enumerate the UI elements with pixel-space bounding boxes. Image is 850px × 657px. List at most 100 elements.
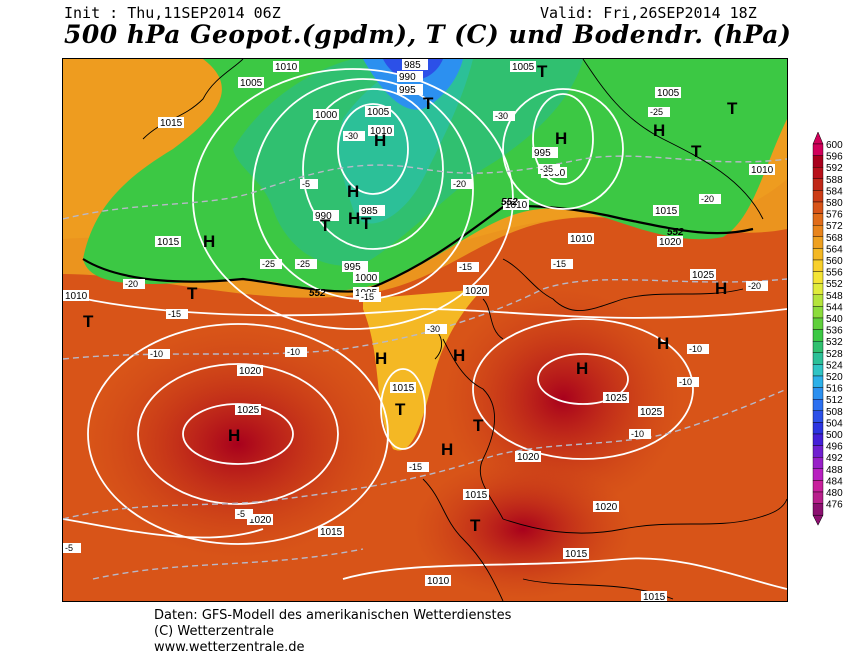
pressure-centers: H H H H H H H H H H H H H T T T T T T T … [83, 62, 738, 535]
scale-swatch [812, 201, 824, 214]
low-center: T [187, 284, 198, 303]
isobar-label: 1015 [392, 383, 415, 394]
scale-label: 564 [826, 244, 843, 255]
isobar-label: 985 [361, 206, 378, 217]
low-center: T [470, 516, 481, 535]
scale-label: 592 [826, 163, 843, 174]
isotherm-label: -5 [237, 509, 245, 519]
credit-website[interactable]: www.wetterzentrale.de [154, 640, 305, 655]
isotherm-label: -15 [553, 259, 566, 269]
high-center: H [348, 209, 360, 228]
isobar-label: 1025 [640, 407, 663, 418]
isobar-label: 1025 [605, 393, 628, 404]
valid-time: Valid: Fri,26SEP2014 18Z [540, 4, 757, 22]
isotherm-label: -25 [262, 259, 275, 269]
isotherm-label: -35 [540, 164, 553, 174]
low-center: T [361, 214, 372, 233]
low-center: T [473, 416, 484, 435]
isotherm-label: -25 [650, 107, 663, 117]
low-center: T [83, 312, 94, 331]
isobar-label: 1025 [692, 270, 715, 281]
contour-label: 552 [309, 288, 326, 299]
scale-swatch [812, 167, 824, 180]
contour-label: 552 [667, 227, 684, 238]
scale-swatch [812, 306, 824, 319]
scale-swatch [812, 143, 824, 156]
isobar-label: 1015 [465, 490, 488, 501]
scale-swatch [812, 340, 824, 353]
scale-swatch [812, 364, 824, 377]
scale-swatch [812, 236, 824, 249]
scale-swatch [812, 259, 824, 272]
scale-swatch [812, 271, 824, 284]
isobar-label: 1020 [249, 515, 272, 526]
scale-swatch [812, 491, 824, 504]
scale-swatch [812, 433, 824, 446]
isotherm-label: -20 [748, 281, 761, 291]
low-center: T [320, 216, 331, 235]
scale-label: 580 [826, 198, 843, 209]
low-center: T [691, 142, 702, 161]
scale-label: 480 [826, 488, 843, 499]
scale-label: 516 [826, 384, 843, 395]
scale-label: 540 [826, 314, 843, 325]
isotherm-label: -30 [427, 324, 440, 334]
isotherm-label: -10 [631, 429, 644, 439]
low-center: T [537, 62, 548, 81]
contour-552-labels: 552 552 552 [309, 197, 684, 299]
scale-swatch [812, 190, 824, 203]
isobar-label: 1015 [655, 206, 678, 217]
scale-label: 500 [826, 430, 843, 441]
isobar-label: 1005 [657, 88, 680, 99]
isobar-label: 1015 [160, 118, 183, 129]
scale-label: 544 [826, 302, 843, 313]
high-center: H [347, 182, 359, 201]
isotherm-label: -15 [409, 462, 422, 472]
scale-label: 572 [826, 221, 843, 232]
high-center: H [653, 121, 665, 140]
high-center: H [453, 346, 465, 365]
scale-label: 600 [826, 140, 843, 151]
scale-swatch [812, 422, 824, 435]
scale-swatch [812, 468, 824, 481]
scale-label: 556 [826, 268, 843, 279]
hot-core-atlantic [88, 329, 388, 559]
color-scale: 6005965925885845805765725685645605565525… [812, 132, 843, 526]
scale-swatch [812, 503, 824, 516]
isotherm-label: -25 [297, 259, 310, 269]
pressure-labels: 1010 1005 1015 985 990 995 1000 1005 101… [63, 59, 775, 602]
isotherm-label: -10 [679, 377, 692, 387]
high-center: H [555, 129, 567, 148]
scale-swatch [812, 213, 824, 226]
isobar-label: 1015 [643, 592, 666, 602]
isobar-label: 1020 [239, 366, 262, 377]
isotherm-label: -10 [287, 347, 300, 357]
contour-label: 552 [501, 197, 518, 208]
low-center: T [727, 99, 738, 118]
scale-arrow-top [812, 132, 824, 145]
temperature-labels: -5 -10 -15 -20 -25 -30 -35 -30 -25 -20 -… [63, 107, 768, 553]
scale-swatch [812, 399, 824, 412]
isobar-label: 1015 [565, 549, 588, 560]
scale-swatch [812, 387, 824, 400]
isotherm-label: -20 [701, 194, 714, 204]
isobar-label: 995 [399, 85, 416, 96]
high-center: H [441, 440, 453, 459]
scale-swatch [812, 248, 824, 261]
isotherm-label: -15 [168, 309, 181, 319]
scale-label: 528 [826, 349, 843, 360]
isobar-label: 990 [399, 72, 416, 83]
isobar-label: 1025 [237, 405, 260, 416]
isobar-label: 1015 [157, 237, 180, 248]
scale-swatch [812, 352, 824, 365]
scale-label: 484 [826, 476, 843, 487]
scale-swatch [812, 294, 824, 307]
scale-label: 492 [826, 453, 843, 464]
scale-swatch [812, 155, 824, 168]
scale-label: 584 [826, 186, 843, 197]
isobar-label: 995 [534, 148, 551, 159]
scale-label: 508 [826, 407, 843, 418]
scale-label: 532 [826, 337, 843, 348]
high-center: H [374, 131, 386, 150]
isotherm-label: -5 [65, 543, 73, 553]
